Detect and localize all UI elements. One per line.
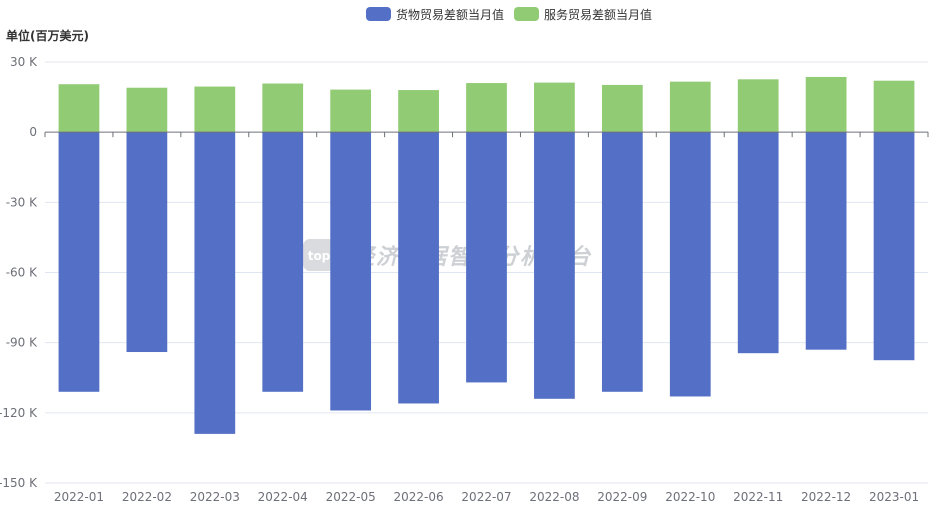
bar-goods[interactable] xyxy=(873,132,915,361)
x-tick-label: 2022-04 xyxy=(258,490,308,504)
x-tick-label: 2022-05 xyxy=(326,490,376,504)
x-tick-label: 2023-01 xyxy=(869,490,919,504)
bar-services[interactable] xyxy=(58,84,100,133)
x-tick-label: 2022-12 xyxy=(801,490,851,504)
bar-goods[interactable] xyxy=(805,132,847,350)
y-tick-label: -90 K xyxy=(6,336,38,350)
legend-swatch-services xyxy=(514,7,539,21)
x-tick-label: 2022-09 xyxy=(597,490,647,504)
legend-label-goods: 货物贸易差额当月值 xyxy=(396,7,504,22)
unit-label: 单位(百万美元) xyxy=(6,28,89,43)
x-tick-label: 2022-08 xyxy=(529,490,579,504)
y-tick-label: -150 K xyxy=(0,476,38,490)
legend-item-goods[interactable]: 货物贸易差额当月值 xyxy=(366,7,504,22)
legend-swatch-goods xyxy=(366,7,391,21)
y-tick-labels: 30 K 0 -30 K -60 K -90 K -120 K -150 K xyxy=(0,55,38,490)
bar-goods[interactable] xyxy=(534,132,575,399)
x-tick-label: 2022-07 xyxy=(461,490,511,504)
legend-label-services: 服务贸易差额当月值 xyxy=(544,7,652,22)
bar-services[interactable] xyxy=(194,86,236,133)
bar-services[interactable] xyxy=(262,83,304,133)
bar-goods[interactable] xyxy=(330,132,372,411)
x-tick-label: 2022-02 xyxy=(122,490,172,504)
x-tick-label: 2022-06 xyxy=(394,490,444,504)
bar-services[interactable] xyxy=(737,79,779,133)
bar-services[interactable] xyxy=(805,76,847,133)
legend[interactable]: 货物贸易差额当月值 服务贸易差额当月值 xyxy=(366,7,652,22)
bar-services[interactable] xyxy=(669,81,711,133)
y-tick-label: -30 K xyxy=(6,195,38,209)
bar-goods[interactable] xyxy=(58,132,100,392)
bar-services[interactable] xyxy=(601,84,643,133)
bar-goods[interactable] xyxy=(669,132,711,397)
bar-services[interactable] xyxy=(466,83,507,133)
bars xyxy=(58,76,915,434)
x-tick-label: 2022-01 xyxy=(54,490,104,504)
x-tick-labels: 2022-01 2022-02 2022-03 2022-04 2022-05 2022-… xyxy=(54,490,919,504)
y-tick-label: -60 K xyxy=(6,266,38,280)
x-tick-label: 2022-03 xyxy=(190,490,240,504)
x-tick-label: 2022-10 xyxy=(665,490,715,504)
bar-goods[interactable] xyxy=(466,132,507,383)
bar-services[interactable] xyxy=(873,80,915,133)
bar-services[interactable] xyxy=(330,89,372,133)
watermark-logo-text: top xyxy=(308,249,331,263)
bar-goods[interactable] xyxy=(737,132,779,354)
y-tick-label: 0 xyxy=(29,125,37,139)
bar-services[interactable] xyxy=(398,90,439,133)
bar-goods[interactable] xyxy=(262,132,304,392)
bar-goods[interactable] xyxy=(398,132,439,404)
legend-item-services[interactable]: 服务贸易差额当月值 xyxy=(514,7,652,22)
axes xyxy=(44,131,929,138)
y-tick-label: -120 K xyxy=(0,406,38,420)
bar-services[interactable] xyxy=(126,87,168,133)
watermark-logo xyxy=(303,239,335,271)
bar-services[interactable] xyxy=(534,82,575,133)
bar-goods[interactable] xyxy=(126,132,168,353)
x-tick-label: 2022-11 xyxy=(733,490,783,504)
bar-goods[interactable] xyxy=(601,132,643,392)
bar-goods[interactable] xyxy=(194,132,236,434)
y-tick-label: 30 K xyxy=(10,55,38,69)
